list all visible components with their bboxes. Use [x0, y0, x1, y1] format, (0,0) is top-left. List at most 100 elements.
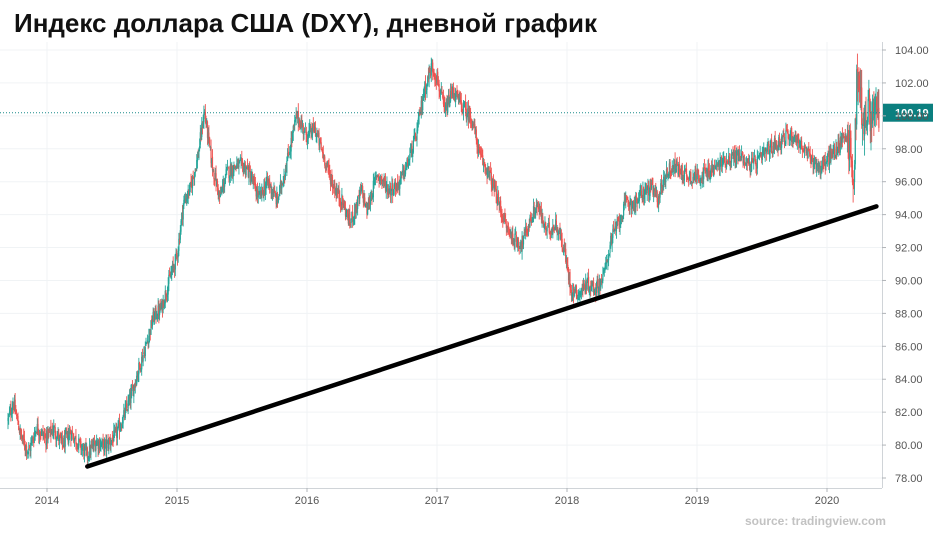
candle-body — [286, 152, 289, 162]
candle-body — [339, 197, 341, 201]
candle-body — [59, 434, 61, 437]
candle-body — [94, 443, 96, 451]
candle-body — [753, 157, 755, 163]
candle-body — [835, 146, 837, 159]
candle-body — [587, 278, 589, 282]
candle-body — [195, 168, 197, 171]
candle-body — [291, 137, 293, 140]
candle-body — [472, 124, 474, 127]
price-label: 100.19 — [895, 108, 929, 120]
candle-body — [803, 145, 806, 152]
candle-body — [585, 281, 587, 292]
candle-body — [7, 418, 9, 422]
candle-body — [200, 131, 202, 138]
candle-body — [876, 108, 879, 112]
candle-body — [427, 76, 429, 86]
candle-body — [697, 169, 699, 174]
candle-body — [669, 162, 671, 172]
candle-body — [85, 445, 87, 449]
candle-body — [734, 151, 736, 161]
candle-body — [249, 167, 251, 172]
candle-body — [166, 295, 168, 297]
candle-body — [715, 164, 717, 166]
candle-body — [795, 135, 797, 138]
candle-body — [784, 142, 786, 144]
candle-body — [241, 160, 244, 165]
candle-body — [489, 171, 491, 174]
candle-body — [306, 140, 309, 143]
candle-body — [523, 232, 525, 235]
candle-body — [421, 99, 423, 109]
candle-body — [717, 164, 719, 165]
candle-body — [308, 130, 310, 133]
candle-body — [683, 171, 685, 181]
candle-body — [232, 172, 234, 177]
candle-body — [631, 207, 633, 209]
candle-body — [666, 167, 668, 177]
candle-body — [806, 148, 808, 159]
candle-body — [573, 291, 575, 297]
candle-body — [579, 293, 581, 295]
candle-body — [544, 221, 546, 225]
candle-body — [535, 205, 537, 213]
candle-body — [776, 147, 778, 150]
candle-body — [650, 182, 652, 189]
candle-body — [534, 211, 536, 215]
candle-body — [592, 281, 595, 294]
candle-body — [88, 457, 90, 459]
candle-body — [560, 234, 563, 241]
candle-body — [542, 216, 544, 222]
candle-body — [731, 152, 733, 155]
candle-body — [698, 174, 700, 182]
candle-body — [778, 137, 780, 151]
candle-body — [605, 262, 607, 268]
candle-body — [678, 164, 680, 173]
candle-body — [810, 157, 812, 162]
candle-body — [223, 182, 225, 188]
candle-body — [653, 190, 655, 192]
candle-body — [422, 96, 425, 101]
candle-body — [558, 229, 560, 233]
candle-body — [204, 111, 206, 119]
candle-body — [201, 124, 204, 129]
candle-body — [490, 172, 492, 185]
candle-body — [816, 164, 818, 166]
candle-body — [122, 415, 124, 424]
candle-body — [541, 214, 543, 221]
candle-body — [491, 184, 493, 190]
candle-body — [723, 155, 725, 161]
candle-body — [100, 442, 102, 448]
candle-body — [522, 235, 525, 245]
candle-body — [170, 273, 172, 278]
candle-body — [233, 164, 235, 173]
candle-body — [542, 222, 545, 227]
candle-body — [257, 192, 259, 198]
candle-body — [537, 206, 539, 207]
candle-body — [169, 276, 171, 278]
candle-body — [765, 148, 767, 151]
candle-body — [238, 162, 240, 168]
candle-body — [240, 159, 242, 161]
candle-body — [718, 163, 720, 166]
candle-body — [92, 445, 94, 448]
candle-body — [275, 195, 277, 205]
candle-body — [519, 246, 521, 249]
candle-body — [137, 373, 139, 378]
candle-body — [379, 176, 382, 178]
candle-body — [69, 432, 71, 434]
candle-body — [73, 439, 75, 443]
candle-body — [553, 228, 555, 231]
candle-body — [138, 362, 141, 366]
candle-body — [568, 273, 570, 281]
candle-body — [651, 182, 653, 185]
candle-body — [676, 161, 678, 166]
candle-body — [98, 440, 101, 450]
candle-body — [495, 184, 497, 189]
candle-body — [763, 147, 765, 152]
candle-body — [248, 166, 250, 178]
candle-body — [410, 144, 412, 152]
candle-body — [8, 415, 10, 418]
candle-body — [77, 444, 79, 450]
candle-body — [93, 442, 96, 444]
candle-body — [572, 284, 574, 296]
